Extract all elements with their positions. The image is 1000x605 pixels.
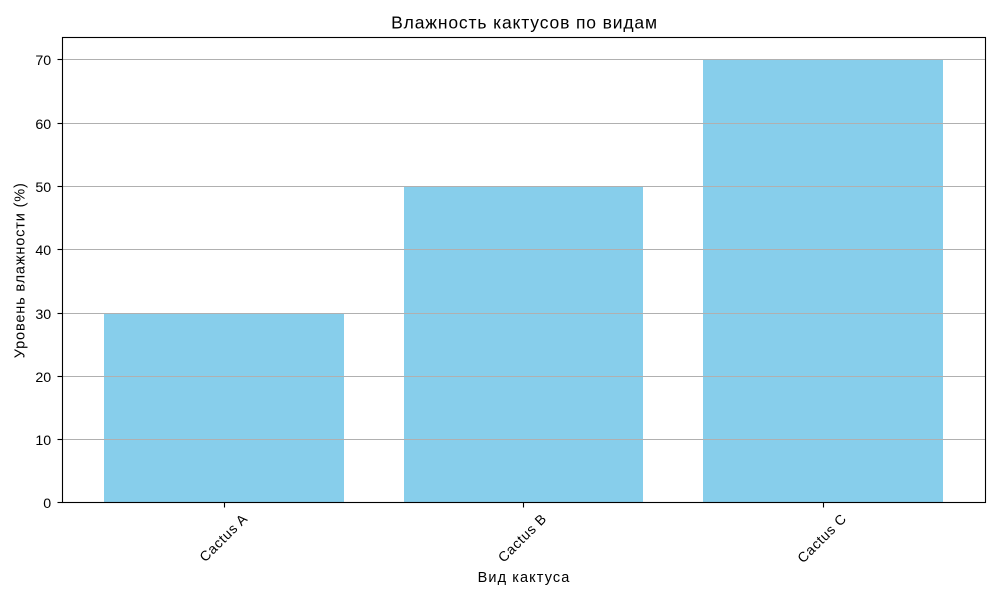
svg-text:50: 50	[35, 180, 51, 196]
svg-text:20: 20	[35, 370, 51, 386]
svg-text:70: 70	[35, 53, 51, 69]
svg-text:30: 30	[35, 307, 51, 323]
svg-text:Вид кактуса: Вид кактуса	[478, 570, 571, 586]
svg-text:Влажность кактусов по видам: Влажность кактусов по видам	[391, 13, 658, 33]
svg-text:Уровень влажности (%): Уровень влажности (%)	[13, 182, 29, 358]
svg-text:40: 40	[35, 243, 51, 259]
svg-text:60: 60	[35, 117, 51, 133]
svg-text:10: 10	[35, 433, 51, 449]
svg-text:0: 0	[43, 496, 51, 512]
